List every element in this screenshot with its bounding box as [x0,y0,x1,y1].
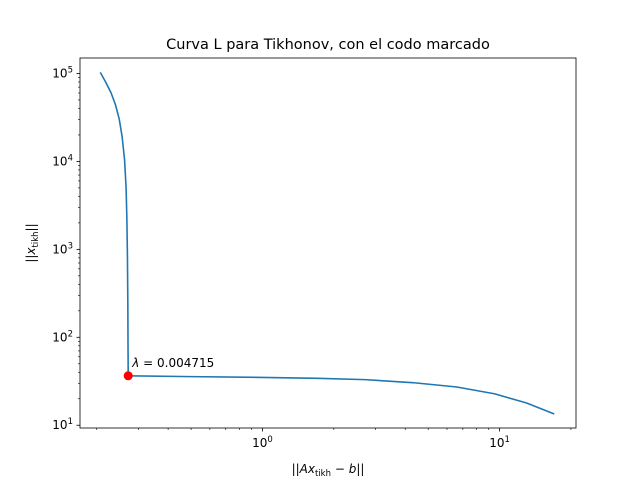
y-tick-label: 102 [52,329,73,344]
corner-annotation-symbol: λ [131,356,139,370]
x-tick-label: 101 [489,435,510,450]
y-axis-title-var: x [24,247,38,256]
y-tick-label: 103 [52,241,73,256]
x-axis-title: ||Axtikh − b|| [292,462,365,479]
y-tick-label: 101 [52,417,73,432]
x-axis-title-sub: tikh [315,469,331,479]
y-tick-label: 105 [52,65,73,80]
corner-marker [123,371,133,381]
y-axis-title-sub: tikh [31,231,41,247]
series-layer [99,71,555,415]
plot-frame [79,57,577,429]
x-tick-label: 100 [252,435,273,450]
series-line-0 [99,71,555,415]
corner-annotation: λ = 0.004715 [131,356,214,370]
corner-annotation-equals: = [139,356,157,370]
ticks-layer: 100 101 101 102 103 104 105 [52,65,572,450]
corner-annotation-value: 0.004715 [157,356,214,370]
y-tick-label: 104 [52,153,73,168]
svg-text:||Axtikh − b||: ||Axtikh − b|| [292,462,365,479]
chart-title: Curva L para Tikhonov, con el codo marca… [166,37,490,53]
marker-layer: λ = 0.004715 [123,356,214,381]
